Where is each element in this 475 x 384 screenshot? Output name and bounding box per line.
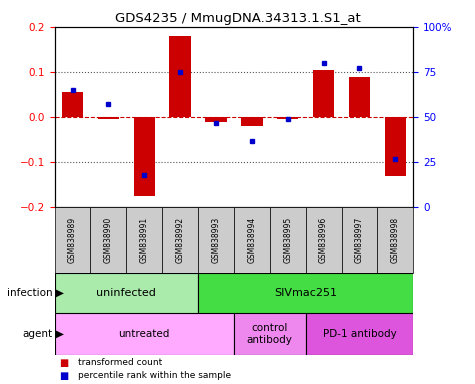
- Bar: [313, 70, 334, 117]
- Bar: [205, 117, 227, 122]
- Text: GSM838992: GSM838992: [176, 217, 185, 263]
- Text: GSM838996: GSM838996: [319, 217, 328, 263]
- Bar: [241, 117, 263, 126]
- Text: ■: ■: [59, 358, 68, 368]
- Text: untreated: untreated: [119, 329, 170, 339]
- Bar: [133, 117, 155, 196]
- Bar: [126, 207, 162, 273]
- Bar: [170, 36, 191, 117]
- Bar: [349, 76, 370, 117]
- Bar: [306, 313, 413, 355]
- Bar: [198, 273, 413, 313]
- Bar: [277, 117, 298, 119]
- Text: GSM838995: GSM838995: [283, 217, 292, 263]
- Bar: [98, 117, 119, 119]
- Bar: [234, 313, 306, 355]
- Bar: [55, 313, 234, 355]
- Text: GSM838989: GSM838989: [68, 217, 77, 263]
- Text: GSM838990: GSM838990: [104, 217, 113, 263]
- Text: SIVmac251: SIVmac251: [274, 288, 337, 298]
- Text: control
antibody: control antibody: [247, 323, 293, 345]
- Bar: [306, 207, 342, 273]
- Bar: [342, 207, 378, 273]
- Text: GSM838994: GSM838994: [247, 217, 257, 263]
- Text: ▶: ▶: [56, 288, 64, 298]
- Bar: [62, 92, 83, 117]
- Text: GSM838997: GSM838997: [355, 217, 364, 263]
- Text: ■: ■: [59, 371, 68, 381]
- Bar: [378, 207, 413, 273]
- Text: GSM838993: GSM838993: [211, 217, 220, 263]
- Text: GSM838998: GSM838998: [391, 217, 400, 263]
- Text: transformed count: transformed count: [78, 358, 162, 367]
- Bar: [162, 207, 198, 273]
- Bar: [385, 117, 406, 176]
- Text: infection: infection: [7, 288, 52, 298]
- Bar: [198, 207, 234, 273]
- Bar: [234, 207, 270, 273]
- Text: PD-1 antibody: PD-1 antibody: [323, 329, 396, 339]
- Bar: [270, 207, 306, 273]
- Bar: [91, 207, 126, 273]
- Text: GSM838991: GSM838991: [140, 217, 149, 263]
- Text: GDS4235 / MmugDNA.34313.1.S1_at: GDS4235 / MmugDNA.34313.1.S1_at: [114, 12, 361, 25]
- Bar: [55, 207, 91, 273]
- Bar: [55, 273, 198, 313]
- Text: agent: agent: [22, 329, 52, 339]
- Text: uninfected: uninfected: [96, 288, 156, 298]
- Text: percentile rank within the sample: percentile rank within the sample: [78, 371, 231, 380]
- Text: ▶: ▶: [56, 329, 64, 339]
